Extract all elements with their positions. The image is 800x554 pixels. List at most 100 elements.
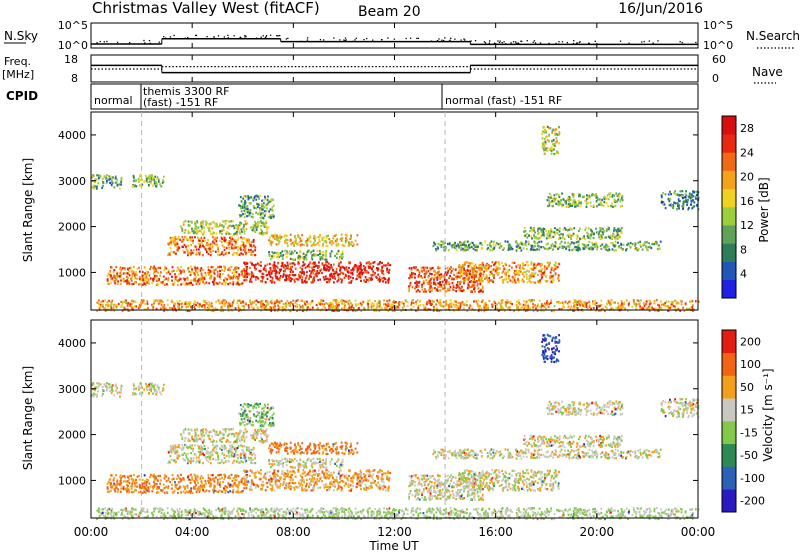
power-cell (199, 280, 201, 283)
power-cell (494, 261, 497, 264)
power-cell (321, 302, 324, 306)
power-cell (526, 281, 529, 284)
power-cell (303, 255, 306, 259)
power-cell (256, 226, 259, 229)
power-cell (554, 133, 557, 136)
power-cell (182, 249, 185, 252)
power-cell (476, 282, 479, 285)
power-cell (156, 277, 159, 280)
power-cell (548, 234, 551, 237)
power-cell (217, 250, 220, 253)
power-cell (335, 306, 338, 309)
power-cell (314, 265, 316, 269)
power-cell (215, 300, 218, 304)
power-cell (262, 233, 265, 236)
power-cell (363, 279, 365, 282)
power-cell (259, 220, 262, 223)
power-cell (411, 286, 414, 289)
power-cell (233, 247, 235, 250)
power-cell (296, 251, 298, 254)
power-cell (257, 224, 260, 227)
power-cell (591, 230, 593, 233)
power-cell (411, 274, 414, 277)
power-cell (255, 303, 258, 306)
power-cell (592, 236, 595, 240)
power-cell (375, 309, 378, 312)
power-cell (518, 274, 521, 277)
power-cell (593, 232, 595, 236)
power-cell (313, 235, 316, 238)
power-cell (299, 276, 302, 279)
power-cell (576, 307, 579, 310)
power-cell (339, 266, 342, 270)
power-cell (203, 300, 206, 303)
power-cell (500, 245, 502, 248)
power-cell (488, 299, 491, 302)
power-cell (207, 304, 210, 307)
power-cell (384, 264, 387, 267)
power-cell (518, 243, 521, 246)
power-cell (552, 274, 555, 277)
power-cell (233, 239, 236, 243)
power-cell (233, 226, 236, 230)
power-cell (473, 300, 475, 303)
nsearch-point (306, 37, 309, 39)
power-cell (615, 234, 618, 238)
nsearch-point (144, 42, 146, 44)
power-cell (550, 280, 553, 283)
power-cell (326, 244, 329, 248)
power-cell (258, 197, 260, 200)
power-cell (97, 174, 100, 177)
power-cell (266, 203, 269, 206)
power-cell (607, 245, 610, 248)
power-cell (152, 272, 155, 276)
power-cell (415, 300, 417, 303)
power-cell (347, 271, 350, 274)
power-cell (218, 224, 221, 227)
power-cell (188, 252, 191, 255)
power-cell (236, 302, 239, 305)
power-cell (192, 305, 195, 308)
power-cell (131, 299, 134, 302)
power-cell (494, 302, 497, 305)
power-cell (284, 304, 287, 307)
power-cell (307, 265, 310, 268)
power-cell (323, 266, 325, 269)
power-cell (184, 219, 187, 223)
power-cell (617, 246, 620, 249)
power-cell (228, 232, 230, 235)
power-cell (512, 279, 515, 282)
power-cell (344, 233, 347, 236)
power-cell (118, 183, 121, 186)
power-cell (197, 248, 200, 251)
power-data-cells (91, 125, 700, 313)
power-cell (202, 254, 204, 257)
power-cell (491, 261, 494, 264)
power-cell (548, 302, 551, 306)
power-cell (192, 241, 194, 245)
power-cell (690, 199, 693, 203)
power-cell (252, 275, 255, 278)
power-cell (269, 274, 271, 277)
power-cell (553, 194, 556, 197)
power-cell (433, 282, 435, 286)
power-cell (689, 300, 691, 303)
power-cell (142, 299, 145, 302)
power-cell (178, 246, 181, 250)
nsearch-point (381, 39, 383, 41)
power-cell (387, 309, 390, 312)
power-cell (301, 271, 304, 275)
power-cell (194, 236, 196, 239)
power-cell (588, 240, 591, 244)
power-cell (480, 272, 482, 275)
power-cell (336, 252, 339, 255)
power-cell (562, 233, 564, 236)
power-cell (439, 303, 442, 306)
power-cell (330, 239, 333, 243)
power-cell (127, 276, 129, 280)
power-cell (352, 269, 355, 272)
power-cell (436, 289, 439, 292)
power-cell (422, 280, 425, 283)
power-cell (657, 309, 660, 313)
power-cell (361, 271, 364, 275)
